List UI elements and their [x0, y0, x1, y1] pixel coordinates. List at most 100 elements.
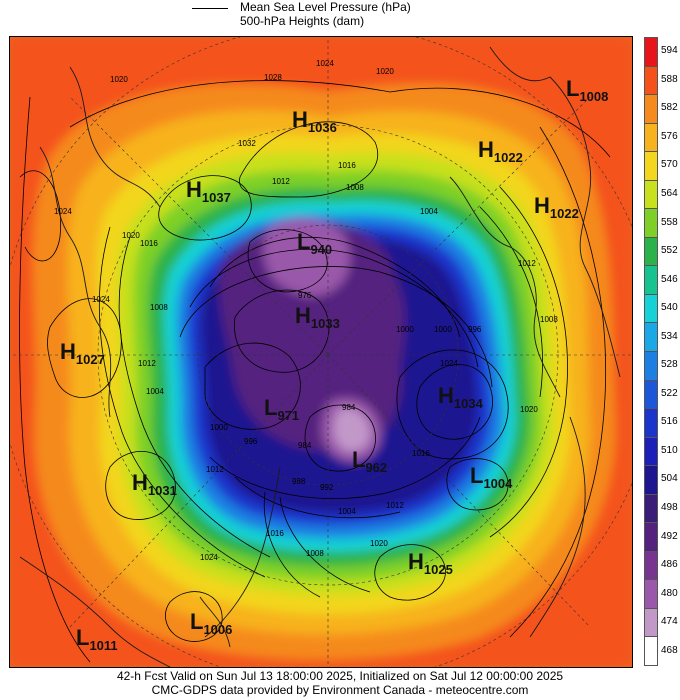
- scale-swatch: [644, 122, 658, 153]
- low-pressure-label: L1008: [566, 76, 609, 105]
- isobar: [204, 342, 301, 430]
- high-pressure-label: H1031: [132, 470, 177, 499]
- isobar-value-label: 1020: [520, 405, 538, 414]
- isobar-value-label: 984: [342, 403, 356, 412]
- scale-swatch: [644, 408, 658, 438]
- high-pressure-label: H1022: [478, 137, 523, 166]
- low-pressure-label: L940: [297, 229, 333, 258]
- scale-tick-label: 504: [661, 473, 678, 485]
- high-pressure-label: H1034: [438, 383, 483, 412]
- band-492: [218, 220, 405, 452]
- isobar: [105, 451, 176, 520]
- height-color-scale: 594 588 582 576 570 564 558 552 546 540 534 528 522 5…: [644, 37, 680, 666]
- isobar-value-label: 1004: [338, 507, 356, 516]
- isobar-value-label: 976: [298, 291, 312, 300]
- scale-swatch: [644, 607, 658, 638]
- meridian: [69, 96, 329, 356]
- low-pressure-label: L971: [264, 395, 300, 424]
- scale-swatch: [644, 522, 658, 552]
- isobar-value-label: 1004: [420, 207, 438, 216]
- meridian: [327, 96, 591, 356]
- isobar-value-label: 992: [320, 483, 334, 492]
- scale-tick-label: 546: [661, 273, 678, 285]
- isobar-value-label: 1004: [146, 387, 164, 396]
- high-pressure-label: H1022: [534, 193, 579, 222]
- isobar-value-label: 1016: [412, 449, 430, 458]
- isobar: [396, 349, 509, 460]
- isobar-value-label: 1012: [518, 259, 536, 268]
- scale-tick-label: 552: [661, 245, 678, 257]
- scale-swatch: [644, 151, 658, 181]
- high-pressure-label: H1025: [408, 549, 453, 578]
- scale-tick-label: 492: [661, 530, 678, 542]
- isobar-value-label: 1012: [386, 501, 404, 510]
- scale-swatch: [644, 65, 658, 96]
- coastline: [19, 556, 171, 667]
- isobar: [446, 458, 509, 511]
- isobar-lines: [19, 80, 611, 663]
- isobar-value-label: 1032: [238, 139, 256, 148]
- isobar-value-label: 1020: [370, 539, 388, 548]
- isobar-value-label: 1016: [140, 239, 158, 248]
- scale-swatch: [644, 636, 658, 666]
- weather-map: H1036 H1037 H1022 H1022 L1008 L940 H1033…: [9, 36, 633, 668]
- band-474: [333, 408, 371, 452]
- scale-tick-label: 570: [661, 159, 678, 171]
- scale-tick-label: 468: [661, 644, 678, 656]
- coastline: [199, 596, 231, 648]
- isobar: [158, 175, 252, 241]
- scale-tick-label: 582: [661, 102, 678, 114]
- isobar-value-label: 1012: [138, 359, 156, 368]
- isobar-value-label: 1016: [338, 161, 356, 170]
- isobar: [304, 404, 376, 472]
- isobar: [247, 229, 328, 293]
- isobar: [239, 121, 378, 198]
- lat-lon-grid: [10, 37, 632, 667]
- high-pressure-label: H1033: [295, 303, 340, 332]
- mslp-legend-label: Mean Sea Level Pressure (hPa): [240, 0, 411, 14]
- scale-swatch: [644, 94, 658, 124]
- isobar: [509, 126, 606, 638]
- isobar-value-label: 984: [298, 441, 312, 450]
- map-legend: Mean Sea Level Pressure (hPa) 500-hPa He…: [0, 0, 680, 36]
- scale-tick-label: 474: [661, 616, 678, 628]
- isobar-value-label: 1016: [266, 529, 284, 538]
- isobar: [489, 186, 568, 538]
- scale-swatch: [644, 293, 658, 324]
- low-pressure-label: L962: [352, 447, 388, 476]
- scale-swatch: [644, 322, 658, 352]
- scale-swatch: [644, 236, 658, 267]
- isobar-value-label: 1020: [376, 67, 394, 76]
- meridian: [69, 354, 329, 628]
- isobar: [263, 491, 321, 598]
- isobar-value-label: 1000: [210, 423, 228, 432]
- scale-tick-label: 510: [661, 444, 678, 456]
- isobar: [19, 170, 62, 262]
- isobar: [209, 416, 481, 499]
- coastline: [204, 466, 281, 638]
- latitude-circle: [197, 224, 459, 486]
- forecast-valid-text: 42-h Fcst Valid on Sun Jul 13 18:00:00 2…: [116, 669, 564, 683]
- isobar-line-legend-icon: [192, 8, 228, 9]
- isobar-value-label: 996: [468, 325, 482, 334]
- data-credit-text: CMC-GDPS data provided by Environment Ca…: [151, 683, 529, 697]
- isobar-value-label: 1020: [122, 231, 140, 240]
- high-pressure-label: H1036: [292, 107, 337, 136]
- isobar: [98, 226, 266, 578]
- isobar-value-label: 1008: [346, 183, 364, 192]
- scale-swatch: [644, 208, 658, 238]
- meridian: [327, 354, 591, 628]
- isobar-value-label: 1024: [92, 295, 110, 304]
- scale-tick-label: 516: [661, 416, 678, 428]
- isobar: [374, 544, 446, 601]
- scale-swatch: [644, 265, 658, 295]
- scale-tick-label: 498: [661, 502, 678, 513]
- coastline: [449, 176, 561, 398]
- scale-tick-label: 576: [661, 130, 678, 142]
- coastline: [489, 46, 621, 378]
- isobar: [279, 496, 371, 593]
- isobar-value-label: 1008: [540, 315, 558, 324]
- high-pressure-label: H1037: [186, 177, 231, 206]
- scale-swatch: [644, 579, 658, 609]
- isobar: [179, 266, 493, 388]
